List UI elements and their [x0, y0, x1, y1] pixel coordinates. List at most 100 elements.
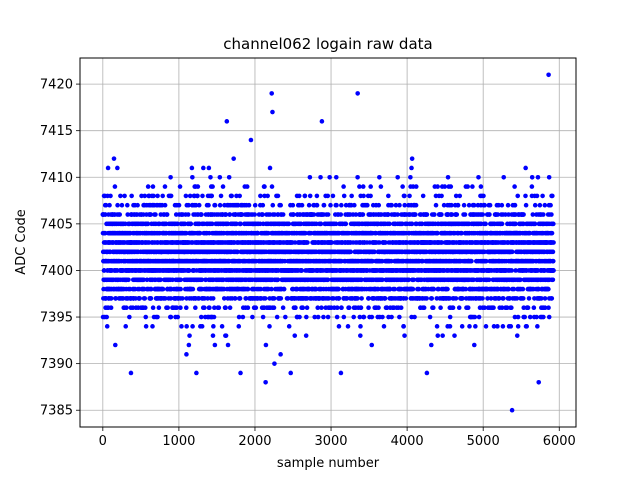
data-point [430, 305, 436, 311]
data-point [455, 202, 461, 208]
data-point [336, 324, 342, 329]
data-point [333, 174, 339, 180]
data-point [380, 314, 385, 320]
data-point [223, 212, 229, 217]
data-point [202, 305, 207, 311]
data-point [334, 314, 340, 320]
data-point [433, 202, 439, 208]
data-point [199, 212, 204, 217]
data-point [429, 296, 435, 301]
data-point [151, 193, 156, 199]
data-point [471, 342, 477, 348]
data-point [274, 314, 280, 320]
data-point [137, 296, 143, 301]
data-point [184, 230, 189, 236]
data-point [355, 174, 360, 180]
data-point [386, 193, 391, 199]
data-point [403, 296, 409, 301]
data-point [359, 296, 364, 301]
data-point [142, 193, 148, 199]
data-point [369, 314, 375, 320]
data-point [467, 324, 472, 329]
data-point [355, 296, 360, 301]
data-point [413, 202, 419, 208]
data-point [398, 305, 404, 311]
data-point [133, 296, 138, 301]
data-point [178, 286, 183, 292]
data-point [206, 165, 212, 171]
data-point [155, 314, 160, 320]
data-point [237, 296, 243, 301]
data-point [445, 286, 450, 292]
data-point [348, 249, 354, 255]
data-point [303, 333, 309, 338]
data-point [376, 202, 382, 208]
data-point [212, 202, 218, 208]
data-point [209, 221, 215, 227]
data-point [397, 314, 402, 320]
data-point [445, 174, 451, 180]
data-point [184, 352, 189, 357]
data-point [201, 165, 206, 171]
data-point [111, 156, 117, 161]
data-point [168, 314, 174, 320]
data-point [281, 286, 287, 292]
data-point [328, 202, 333, 208]
data-point [447, 314, 453, 320]
data-point [162, 184, 168, 189]
data-point [400, 184, 405, 189]
data-point [280, 212, 286, 217]
data-point [476, 314, 482, 320]
data-point [168, 296, 174, 301]
data-point [197, 230, 203, 236]
data-point [226, 174, 232, 180]
data-point [450, 305, 456, 311]
data-point [143, 314, 149, 320]
data-point [427, 314, 433, 320]
data-point [408, 174, 413, 180]
data-point [115, 165, 120, 171]
data-point [178, 305, 183, 311]
data-point [452, 333, 457, 338]
data-point [457, 193, 463, 199]
data-point [410, 286, 416, 292]
data-point [168, 174, 173, 180]
data-point [141, 277, 146, 283]
data-point [260, 314, 266, 320]
data-point [187, 193, 193, 199]
data-point [142, 296, 148, 301]
data-point [409, 165, 414, 171]
data-point [158, 277, 163, 283]
data-point [271, 296, 277, 301]
data-point [401, 324, 406, 329]
data-point [473, 324, 478, 329]
data-point [395, 174, 400, 180]
data-point [314, 193, 320, 199]
data-point [368, 184, 373, 189]
data-point [304, 314, 309, 320]
data-point [336, 296, 342, 301]
data-point [177, 184, 183, 189]
data-point [349, 193, 354, 199]
data-point [432, 212, 437, 217]
data-point [150, 324, 155, 329]
data-point [212, 305, 217, 311]
data-point [472, 314, 478, 320]
data-point [269, 184, 275, 189]
data-point [345, 324, 351, 329]
data-point [245, 305, 251, 311]
data-point [292, 333, 298, 338]
data-point [346, 305, 352, 311]
data-point [265, 193, 270, 199]
data-point [461, 202, 467, 208]
data-point [402, 333, 407, 338]
data-point [366, 305, 371, 311]
data-point [314, 202, 320, 208]
data-point [210, 184, 215, 189]
data-point [341, 193, 347, 199]
data-point [397, 202, 402, 208]
data-point [459, 324, 465, 329]
data-point [278, 352, 283, 357]
data-point [476, 174, 481, 180]
